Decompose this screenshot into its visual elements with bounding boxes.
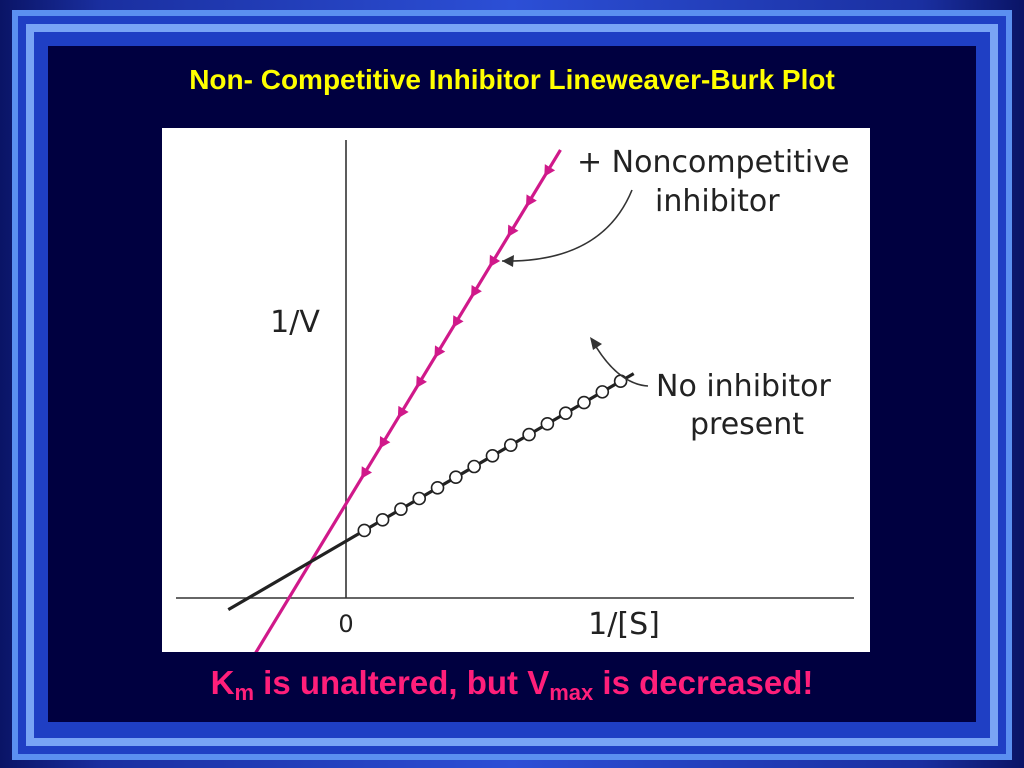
uninhibited-data-point	[375, 513, 390, 527]
uninhibited-data-point	[449, 470, 463, 484]
no-inhibitor-pointer-curve	[591, 339, 649, 387]
caption-k-sub: m	[234, 680, 254, 705]
uninhibited-data-point	[558, 406, 573, 421]
slide-title: Non- Competitive Inhibitor Lineweaver-Bu…	[189, 64, 835, 95]
caption-v-sub: max	[549, 680, 594, 705]
inhibited-data-point	[471, 284, 482, 298]
inhibited-data-point	[416, 375, 427, 389]
uninhibited-data-point	[485, 449, 500, 463]
uninhibited-data-point	[540, 417, 555, 431]
slide-caption: Km is unaltered, but Vmax is decreased!	[0, 666, 1024, 704]
inhibited-data-point	[452, 315, 464, 328]
inhibited-data-point	[397, 405, 409, 419]
annotation-present: present	[690, 407, 804, 442]
caption-end: is decreased!	[593, 664, 814, 701]
uninhibited-data-point	[467, 459, 481, 474]
annotation-inhibitor: inhibitor	[655, 184, 780, 219]
uninhibited-data-point	[577, 395, 591, 410]
inhibited-data-point	[544, 164, 556, 177]
inhibited-data-point	[361, 466, 373, 479]
inhibited-data-point	[489, 254, 501, 268]
no-inhibitor-pointer-arrowhead	[590, 337, 602, 350]
annotation-noncompetitive: + Noncompetitive	[577, 145, 849, 180]
inhibited-data-point	[525, 194, 537, 207]
y-axis-label: 1/V	[270, 305, 320, 340]
uninhibited-data-point	[503, 438, 518, 452]
inhibited-series-line	[254, 149, 562, 652]
lineweaver-burk-plot: 1/V 1/[S] 0 + Noncompetitive inhibitor No inh…	[162, 128, 870, 652]
plot-svg: 1/V 1/[S] 0 + Noncompetitive inhibitor No inh…	[176, 140, 854, 652]
inhibitor-pointer-curve	[501, 189, 633, 262]
uninhibited-series-line	[227, 372, 635, 612]
inhibitor-pointer-arrowhead	[502, 255, 514, 267]
inhibited-data-point	[379, 436, 391, 449]
uninhibited-data-point	[595, 385, 610, 399]
caption-middle: is unaltered, but V	[254, 664, 550, 701]
inhibited-data-point	[434, 345, 446, 358]
inhibited-data-point	[507, 224, 519, 238]
annotation-no-inhibitor: No inhibitor	[656, 369, 832, 404]
caption-k: K	[210, 664, 235, 701]
uninhibited-data-point	[412, 491, 427, 506]
uninhibited-data-point	[357, 523, 372, 538]
x-axis-label: 1/[S]	[588, 607, 660, 642]
uninhibited-data-point	[613, 374, 628, 389]
uninhibited-data-point	[522, 427, 536, 442]
uninhibited-data-point	[394, 502, 408, 516]
x-tick-label-0: 0	[338, 610, 353, 638]
uninhibited-data-point	[430, 481, 445, 495]
